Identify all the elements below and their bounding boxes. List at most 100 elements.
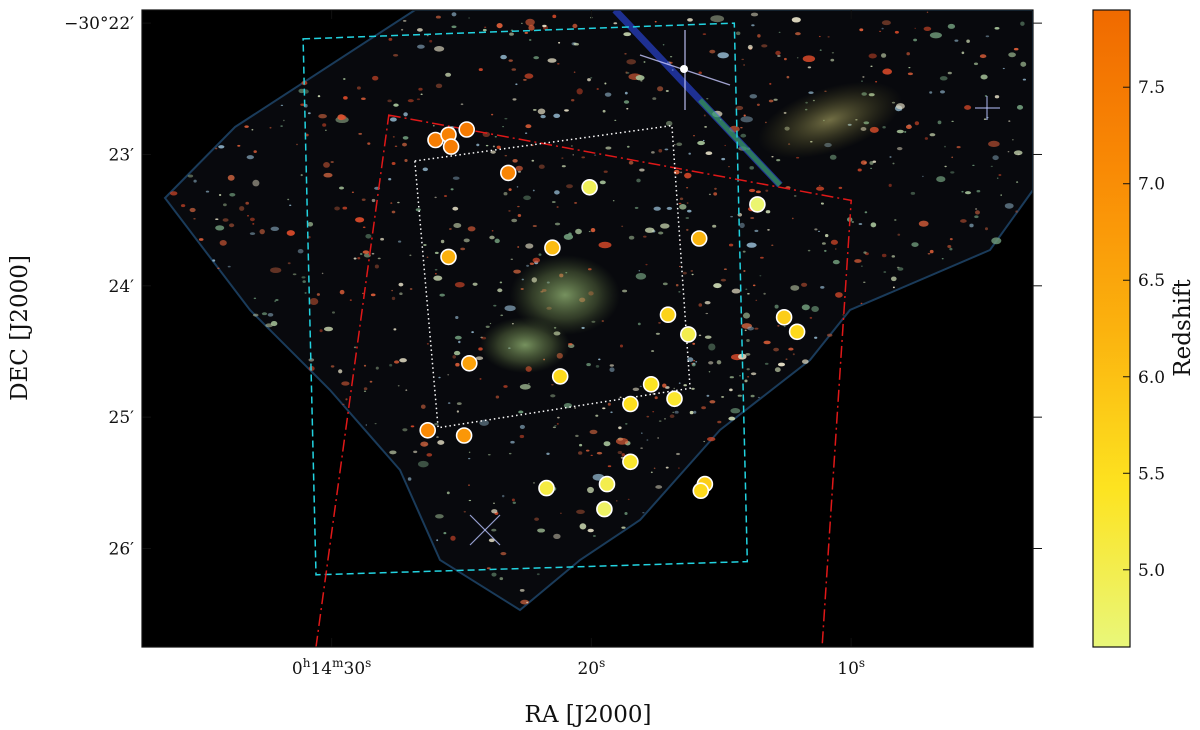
galaxy: [889, 155, 892, 159]
galaxy: [705, 312, 709, 315]
galaxy: [389, 117, 397, 122]
galaxy: [913, 38, 918, 42]
galaxy: [823, 249, 827, 252]
galaxy: [761, 44, 768, 48]
galaxy: [361, 292, 365, 295]
galaxy: [253, 150, 257, 153]
galaxy: [512, 98, 517, 101]
galaxy: [992, 155, 999, 161]
galaxy: [432, 124, 435, 127]
galaxy: [929, 32, 942, 39]
galaxy: [198, 238, 204, 241]
galaxy-field: [169, 11, 1027, 605]
galaxy: [598, 358, 601, 361]
galaxy: [635, 75, 645, 81]
galaxy: [861, 265, 863, 267]
galaxy: [399, 358, 407, 363]
galaxy: [472, 282, 478, 286]
galaxy: [621, 225, 624, 228]
galaxy: [571, 145, 573, 147]
data-point: [455, 427, 473, 444]
galaxy: [673, 387, 675, 390]
galaxy: [777, 325, 780, 327]
galaxy: [409, 288, 413, 290]
galaxy: [479, 378, 482, 380]
galaxy: [750, 216, 755, 220]
galaxy: [759, 275, 762, 277]
galaxy: [300, 174, 303, 177]
galaxy: [605, 146, 612, 150]
galaxy: [554, 222, 561, 226]
galaxy: [628, 235, 635, 240]
galaxy: [750, 372, 757, 376]
galaxy: [904, 130, 907, 133]
galaxy: [686, 202, 689, 204]
galaxy: [397, 240, 402, 243]
galaxy: [748, 188, 756, 193]
galaxy: [610, 411, 613, 414]
galaxy: [187, 174, 194, 178]
galaxy: [662, 44, 665, 46]
galaxy: [655, 485, 663, 489]
galaxy: [792, 353, 795, 356]
galaxy: [757, 396, 760, 399]
galaxy: [741, 58, 745, 61]
galaxy: [487, 454, 491, 456]
galaxy: [607, 465, 612, 468]
galaxy: [267, 312, 274, 317]
galaxy: [809, 316, 813, 319]
galaxy: [596, 87, 599, 91]
galaxy: [653, 206, 661, 211]
galaxy: [708, 343, 716, 351]
galaxy: [864, 211, 868, 214]
galaxy: [1004, 203, 1014, 209]
galaxy: [578, 451, 583, 455]
galaxy: [1020, 61, 1027, 67]
galaxy: [985, 35, 990, 38]
galaxy: [390, 202, 393, 204]
galaxy: [435, 83, 443, 89]
galaxy: [698, 303, 703, 307]
galaxy: [504, 154, 508, 157]
galaxy: [438, 376, 441, 379]
galaxy: [690, 270, 694, 272]
galaxy: [665, 386, 670, 389]
galaxy: [636, 178, 641, 183]
galaxy: [434, 268, 438, 271]
galaxy: [614, 119, 617, 122]
galaxy: [665, 466, 669, 469]
galaxy: [475, 356, 484, 361]
galaxy: [747, 326, 754, 331]
data-point: [551, 368, 569, 385]
galaxy: [634, 206, 639, 209]
galaxy: [776, 158, 781, 162]
galaxy: [252, 179, 260, 187]
galaxy: [595, 365, 600, 368]
data-point: [690, 230, 708, 247]
galaxy: [860, 160, 867, 165]
galaxy: [341, 381, 350, 386]
galaxy: [742, 312, 751, 319]
galaxy: [910, 191, 916, 195]
galaxy: [1020, 21, 1025, 26]
data-point: [622, 395, 639, 413]
galaxy: [538, 253, 542, 256]
galaxy: [433, 275, 443, 281]
galaxy: [747, 293, 750, 295]
colorbar-tick-label: 7.0: [1138, 175, 1165, 195]
galaxy: [624, 91, 628, 95]
galaxy: [724, 144, 727, 147]
galaxy: [393, 53, 399, 57]
galaxy: [572, 23, 578, 29]
galaxy: [693, 360, 695, 362]
galaxy: [702, 33, 707, 35]
galaxy: [888, 183, 892, 188]
galaxy: [295, 143, 299, 146]
galaxy: [372, 75, 379, 81]
galaxy: [646, 415, 650, 418]
galaxy: [492, 145, 495, 148]
galaxy: [458, 340, 461, 344]
galaxy: [239, 206, 245, 211]
galaxy: [654, 20, 657, 23]
galaxy: [639, 168, 645, 172]
